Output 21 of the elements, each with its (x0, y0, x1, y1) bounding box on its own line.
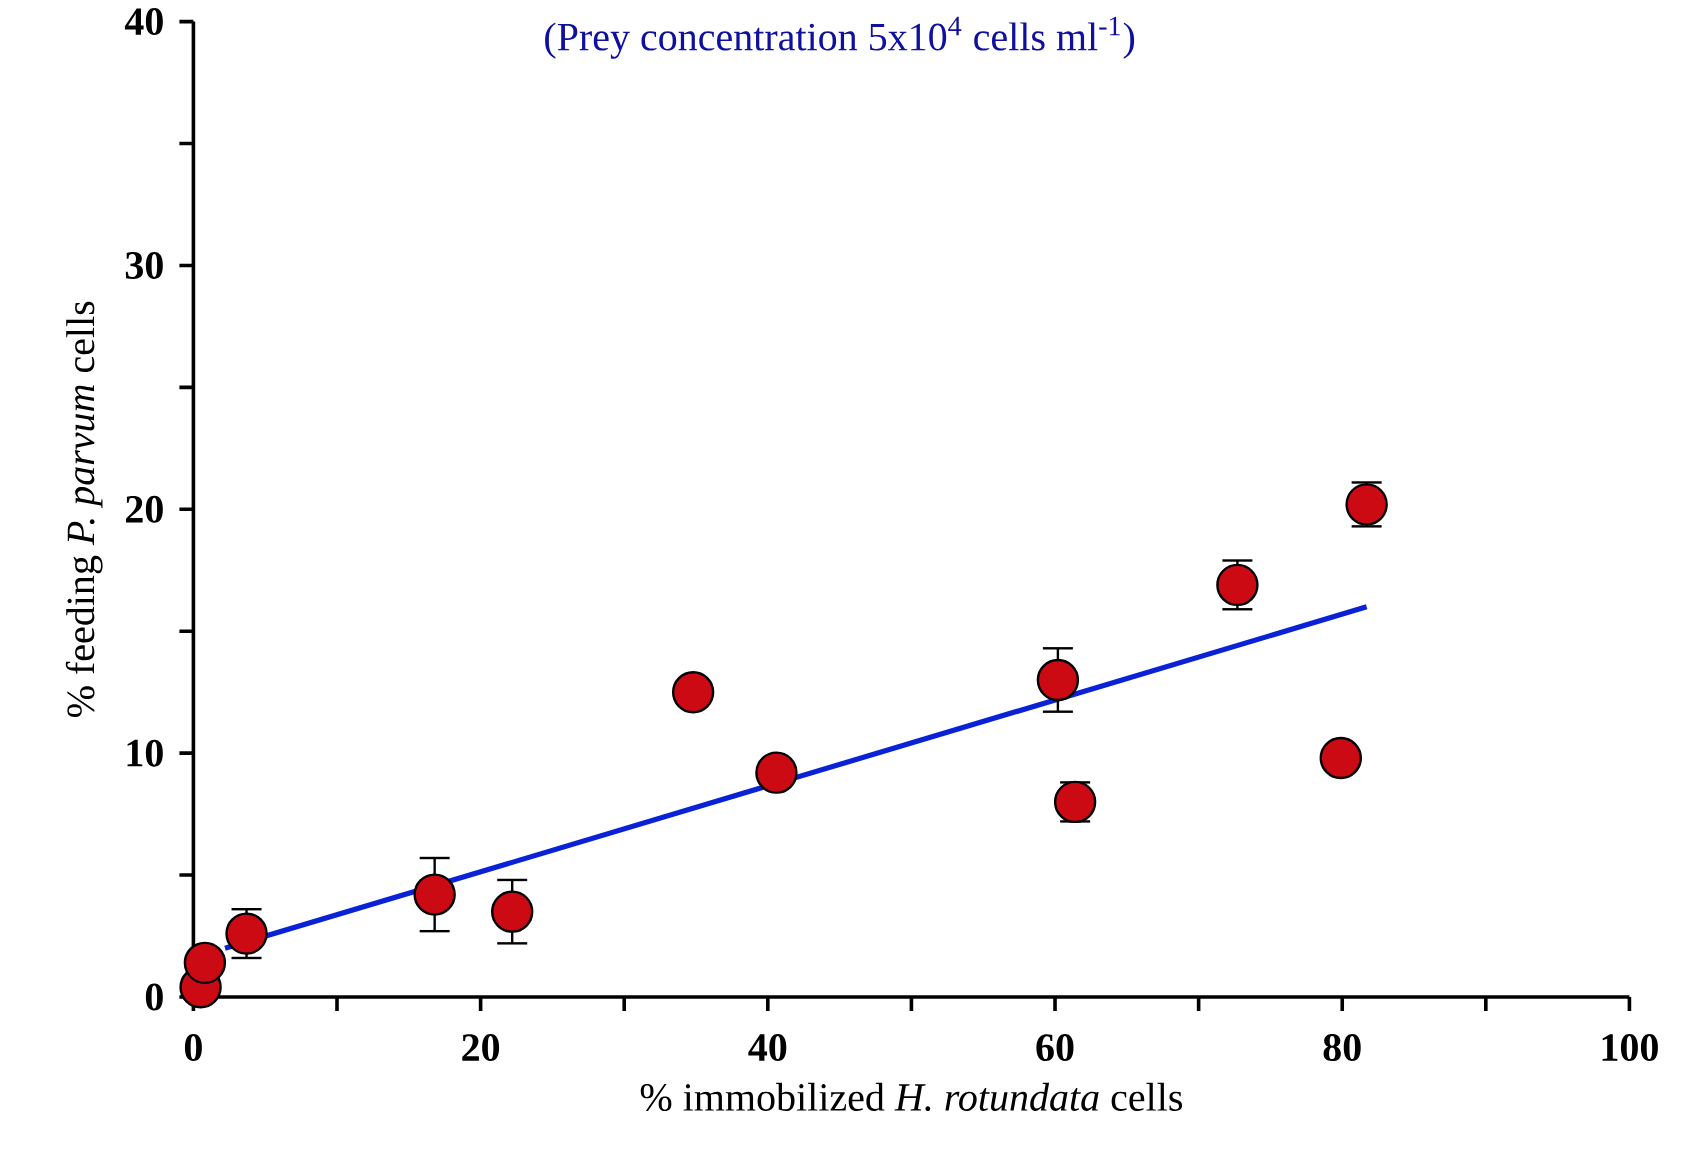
point (755, 751, 798, 794)
y-tick-label: 10 (127, 739, 163, 767)
x-tick-label: 80 (1323, 1034, 1361, 1062)
y-tick-label: 30 (125, 251, 163, 279)
x-axis-title: % immobilized H. rotundata cells (640, 1082, 1182, 1112)
y-tick-label: 20 (126, 495, 163, 523)
x-tick-label: 40 (748, 1034, 787, 1062)
x-tick-label: 100 (1602, 1034, 1658, 1062)
point (183, 941, 227, 985)
x-tick-label: 0 (184, 1034, 202, 1062)
point (491, 890, 534, 933)
point (671, 670, 715, 714)
point (1319, 736, 1362, 780)
chart-title: (Prey concentration 5x10$^{4}$ cells ml$^{-1}$) (545, 16, 1135, 59)
x-tick-label: 60 (1036, 1034, 1074, 1062)
y-axis-title: % feeding P. parvum cells (65, 301, 103, 717)
point (1036, 658, 1080, 702)
y-tick-label: 40 (124, 8, 163, 36)
y-tick-label: 0 (145, 983, 163, 1011)
x-tick-label: 20 (462, 1034, 500, 1062)
point (413, 873, 456, 916)
